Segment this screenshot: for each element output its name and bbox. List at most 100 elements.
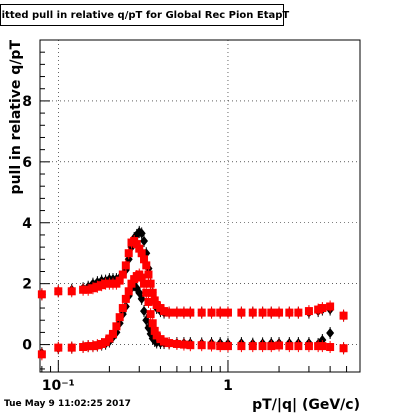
timestamp-footer: Tue May 9 11:02:25 2017 [4, 399, 131, 409]
data-point [275, 341, 284, 350]
data-point [197, 341, 206, 350]
y-tick-label: 0 [22, 338, 32, 354]
data-point [137, 249, 146, 258]
data-point [140, 306, 149, 317]
data-point [146, 310, 155, 319]
data-point [339, 311, 348, 320]
data-point [115, 313, 124, 322]
data-point [160, 337, 169, 346]
data-point [172, 339, 181, 348]
data-point [140, 255, 149, 264]
data-point [144, 297, 153, 306]
data-point [285, 308, 294, 317]
data-point [137, 273, 146, 282]
y-tick-label: 8 [22, 94, 32, 110]
y-tick-label: 4 [22, 216, 32, 232]
data-point [258, 308, 267, 317]
data-point [88, 284, 97, 293]
data-point [314, 342, 323, 351]
data-point [67, 287, 76, 296]
data-point [132, 240, 141, 249]
data-point [267, 308, 276, 317]
data-point [144, 270, 153, 279]
y-axis-title: pull in relative q/pT [8, 40, 24, 195]
data-point [267, 342, 276, 351]
data-point [88, 342, 97, 351]
data-point [124, 249, 133, 258]
y-tick-label: 2 [22, 277, 32, 293]
data-point [165, 308, 174, 317]
data-point [186, 308, 195, 317]
data-point [304, 307, 313, 316]
data-point [150, 296, 159, 305]
data-point [248, 342, 257, 351]
chart-title-box: Fitted pull in relative q/pT for Global … [0, 4, 289, 26]
series-2 [37, 268, 348, 361]
data-point [318, 304, 327, 313]
data-point [127, 279, 136, 288]
data-point [326, 343, 335, 352]
data-point [105, 334, 114, 343]
data-point [121, 294, 130, 303]
data-point [67, 343, 76, 352]
data-point [121, 261, 130, 270]
data-point [84, 342, 93, 351]
data-point [339, 344, 348, 353]
data-point [223, 342, 232, 351]
data-point [84, 285, 93, 294]
data-point [140, 279, 149, 288]
data-point [237, 342, 246, 351]
data-point [112, 322, 121, 331]
data-point [186, 341, 195, 350]
data-point [124, 287, 133, 296]
y-tick-label: 6 [22, 155, 32, 171]
data-point [179, 340, 188, 349]
data-point [207, 308, 216, 317]
data-point [326, 302, 335, 311]
data-point [237, 308, 246, 317]
data-point [115, 276, 124, 285]
data-point [304, 342, 313, 351]
data-point [148, 319, 157, 328]
data-point [148, 288, 157, 297]
data-point [118, 270, 127, 279]
data-point [326, 328, 335, 339]
data-point [150, 326, 159, 335]
data-point [294, 308, 303, 317]
data-point [314, 305, 323, 314]
data-point [223, 308, 232, 317]
data-point [197, 308, 206, 317]
series-3 [37, 235, 348, 322]
data-point [275, 308, 284, 317]
data-point [160, 307, 169, 316]
axis-layer [39, 39, 361, 373]
data-point [216, 308, 225, 317]
data-point [142, 288, 151, 297]
data-point [93, 282, 102, 291]
data-point [248, 308, 257, 317]
data-point [318, 342, 327, 351]
x-axis-title: pT/|q| (GeV/c) [252, 397, 360, 413]
data-point [146, 279, 155, 288]
data-point [258, 342, 267, 351]
marks-layer [37, 225, 348, 361]
data-point [179, 308, 188, 317]
data-point [37, 350, 46, 359]
chart-title: Fitted pull in relative q/pT for Global … [0, 9, 290, 21]
data-point [108, 329, 117, 338]
data-point [285, 342, 294, 351]
label-layer: 0 2 4 6 8 10⁻¹ 1 pT/|q| (GeV/c) pull in relative… [8, 40, 360, 413]
data-point [79, 285, 88, 294]
data-point [54, 287, 63, 296]
x-tick-label: 1 [223, 378, 233, 394]
grid-layer [40, 40, 360, 372]
data-point [118, 304, 127, 313]
data-point [172, 308, 181, 317]
data-point [140, 236, 149, 247]
data-point [135, 244, 144, 253]
data-point [93, 341, 102, 350]
series-1 [37, 225, 348, 322]
data-point [37, 290, 46, 299]
data-point [294, 342, 303, 351]
